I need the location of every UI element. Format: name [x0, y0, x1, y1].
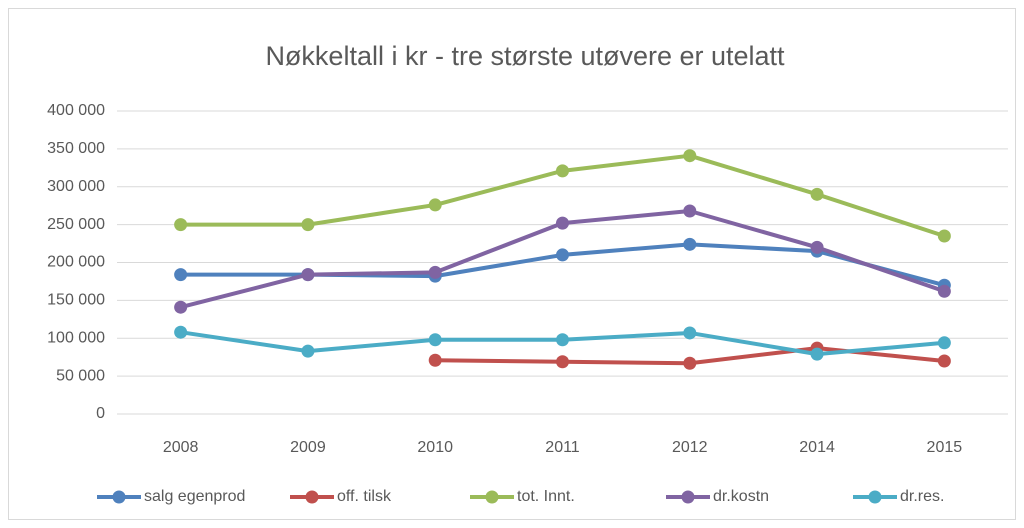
y-tick-label: 200 000 — [47, 254, 105, 271]
x-tick-label: 2015 — [927, 439, 963, 456]
data-point — [556, 216, 569, 230]
y-tick-label: 50 000 — [56, 367, 105, 384]
data-point — [428, 353, 442, 367]
data-point — [556, 248, 569, 262]
legend-label: dr.res. — [900, 488, 944, 505]
data-point — [683, 237, 697, 251]
data-point — [556, 355, 569, 369]
y-tick-label: 0 — [96, 405, 105, 422]
x-tick-label: 2010 — [417, 439, 453, 456]
data-point — [937, 336, 951, 350]
data-point — [556, 333, 569, 347]
data-point — [301, 268, 315, 282]
legend-label: salg egenprod — [144, 488, 245, 505]
data-point — [556, 164, 569, 178]
data-point — [428, 198, 442, 212]
data-point — [683, 326, 697, 340]
data-point — [683, 356, 697, 370]
y-tick-label: 300 000 — [47, 178, 105, 195]
legend-label: tot. Innt. — [517, 488, 575, 505]
x-tick-label: 2009 — [290, 439, 326, 456]
legend-label: off. tilsk — [337, 488, 392, 505]
data-point — [683, 204, 697, 218]
x-tick-label: 2008 — [163, 439, 199, 456]
data-point — [937, 284, 951, 298]
data-point — [937, 229, 951, 243]
legend-marker — [681, 490, 695, 504]
chart-title: Nøkkeltall i kr - tre største utøvere er… — [265, 41, 785, 71]
data-point — [174, 268, 188, 282]
data-point — [428, 333, 442, 347]
data-point — [174, 325, 188, 339]
legend-marker — [485, 490, 499, 504]
y-tick-label: 250 000 — [47, 216, 105, 233]
data-point — [810, 347, 824, 361]
legend-marker — [305, 490, 319, 504]
data-point — [174, 218, 188, 232]
data-point — [810, 187, 824, 201]
data-point — [810, 240, 824, 254]
data-point — [301, 344, 315, 358]
data-point — [301, 218, 315, 232]
y-tick-label: 400 000 — [47, 102, 105, 119]
x-tick-label: 2012 — [672, 439, 708, 456]
y-tick-label: 100 000 — [47, 329, 105, 346]
x-tick-label: 2011 — [545, 439, 580, 456]
data-point — [937, 354, 951, 368]
legend-label: dr.kostn — [713, 488, 769, 505]
data-point — [683, 149, 697, 163]
y-tick-label: 350 000 — [47, 140, 105, 157]
data-point — [428, 265, 442, 279]
x-tick-label: 2014 — [799, 439, 835, 456]
y-tick-label: 150 000 — [47, 292, 105, 309]
legend-marker — [112, 490, 126, 504]
data-point — [174, 300, 188, 314]
legend-marker — [868, 490, 882, 504]
